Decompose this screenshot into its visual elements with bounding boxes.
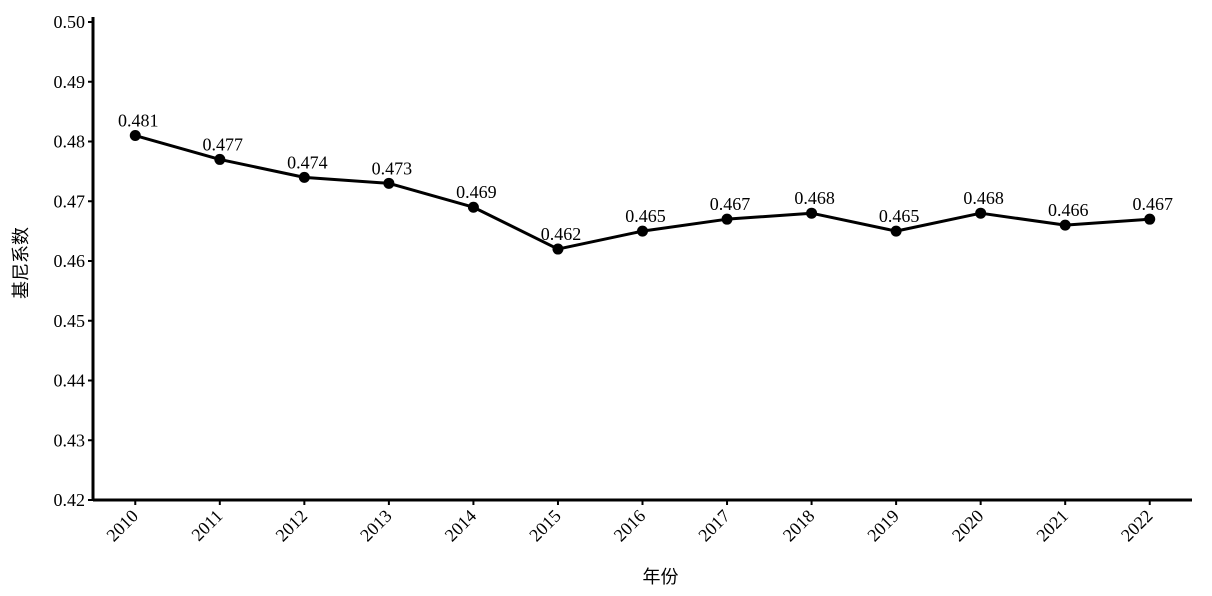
data-label: 0.477: [203, 134, 244, 154]
x-tick-label: 2019: [863, 506, 903, 546]
x-tick-label: 2016: [610, 506, 650, 546]
x-tick-label: 2018: [779, 506, 819, 546]
y-tick-label: 0.45: [54, 311, 86, 331]
y-tick-label: 0.42: [54, 490, 86, 510]
x-tick-label: 2020: [948, 506, 988, 546]
data-point: [975, 207, 987, 219]
data-label: 0.466: [1048, 200, 1089, 220]
x-tick-label: 2013: [356, 506, 396, 546]
data-label: 0.474: [287, 152, 328, 172]
y-tick-label: 0.50: [54, 12, 86, 32]
x-tick-label: 2010: [102, 506, 142, 546]
data-labels: 0.481 0.477 0.474 0.473 0.469 0.462 0.465 0.467…: [118, 111, 1173, 245]
x-axis-title: 年份: [643, 567, 679, 587]
y-tick-label: 0.47: [54, 191, 86, 211]
data-point: [214, 153, 226, 165]
y-tick-label: 0.49: [54, 72, 86, 92]
axes: [91, 17, 1192, 502]
y-tick-label: 0.48: [54, 132, 86, 152]
y-tick-label: 0.44: [54, 371, 86, 391]
y-axis-ticks: 0.42 0.43 0.44 0.45 0.46 0.47 0.48 0.49 0.50: [54, 12, 93, 510]
data-label: 0.462: [541, 224, 582, 244]
data-label: 0.473: [372, 158, 413, 178]
x-axis-ticks: 2010 2011 2012 2013 2014 2015 2016 2017 2018 2019…: [102, 500, 1157, 546]
data-label: 0.467: [1132, 194, 1173, 214]
data-point: [383, 177, 395, 189]
data-label: 0.465: [625, 206, 666, 226]
data-point: [298, 171, 310, 183]
x-tick-label: 2012: [272, 506, 312, 546]
data-label: 0.468: [963, 188, 1004, 208]
y-tick-label: 0.43: [54, 430, 86, 450]
data-label: 0.469: [456, 182, 497, 202]
data-label: 0.468: [794, 188, 835, 208]
series-layer: [129, 130, 1156, 255]
data-point: [552, 243, 564, 255]
x-tick-label: 2017: [694, 506, 734, 546]
data-point: [890, 225, 902, 237]
data-point: [806, 207, 818, 219]
data-point: [129, 130, 141, 142]
data-point: [721, 213, 733, 225]
y-tick-label: 0.46: [54, 251, 86, 271]
data-point: [1059, 219, 1071, 231]
data-point: [637, 225, 648, 237]
x-tick-label: 2021: [1032, 506, 1072, 546]
x-tick-label: 2022: [1117, 506, 1157, 546]
data-label: 0.467: [710, 194, 751, 214]
y-axis-title: 基尼系数: [11, 227, 31, 299]
x-tick-label: 2014: [441, 506, 481, 546]
x-tick-label: 2011: [188, 506, 227, 545]
x-tick-label: 2015: [525, 506, 565, 546]
data-point: [467, 201, 479, 213]
data-point: [1144, 213, 1156, 225]
data-label: 0.465: [879, 206, 920, 226]
data-label: 0.481: [118, 111, 159, 131]
